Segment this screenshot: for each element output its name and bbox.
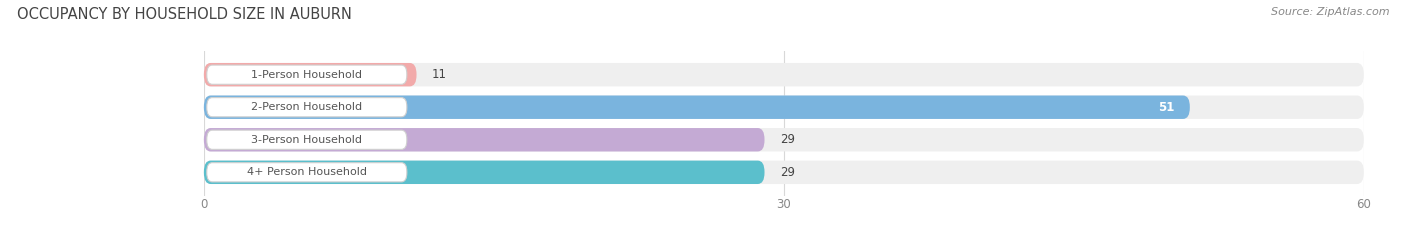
Text: 11: 11 [432, 68, 447, 81]
FancyBboxPatch shape [204, 128, 1364, 151]
FancyBboxPatch shape [207, 98, 406, 117]
FancyBboxPatch shape [204, 161, 1364, 184]
Text: 29: 29 [780, 166, 794, 179]
Text: 51: 51 [1159, 101, 1174, 114]
Text: 2-Person Household: 2-Person Household [252, 102, 363, 112]
Text: Source: ZipAtlas.com: Source: ZipAtlas.com [1271, 7, 1389, 17]
FancyBboxPatch shape [207, 163, 406, 182]
FancyBboxPatch shape [207, 65, 406, 84]
FancyBboxPatch shape [204, 96, 1364, 119]
Text: 3-Person Household: 3-Person Household [252, 135, 363, 145]
FancyBboxPatch shape [207, 130, 406, 149]
FancyBboxPatch shape [204, 128, 765, 151]
Text: 4+ Person Household: 4+ Person Household [247, 167, 367, 177]
FancyBboxPatch shape [204, 63, 1364, 86]
Text: OCCUPANCY BY HOUSEHOLD SIZE IN AUBURN: OCCUPANCY BY HOUSEHOLD SIZE IN AUBURN [17, 7, 352, 22]
FancyBboxPatch shape [204, 63, 416, 86]
Text: 1-Person Household: 1-Person Household [252, 70, 363, 80]
FancyBboxPatch shape [204, 96, 1189, 119]
Text: 29: 29 [780, 133, 794, 146]
FancyBboxPatch shape [204, 161, 765, 184]
